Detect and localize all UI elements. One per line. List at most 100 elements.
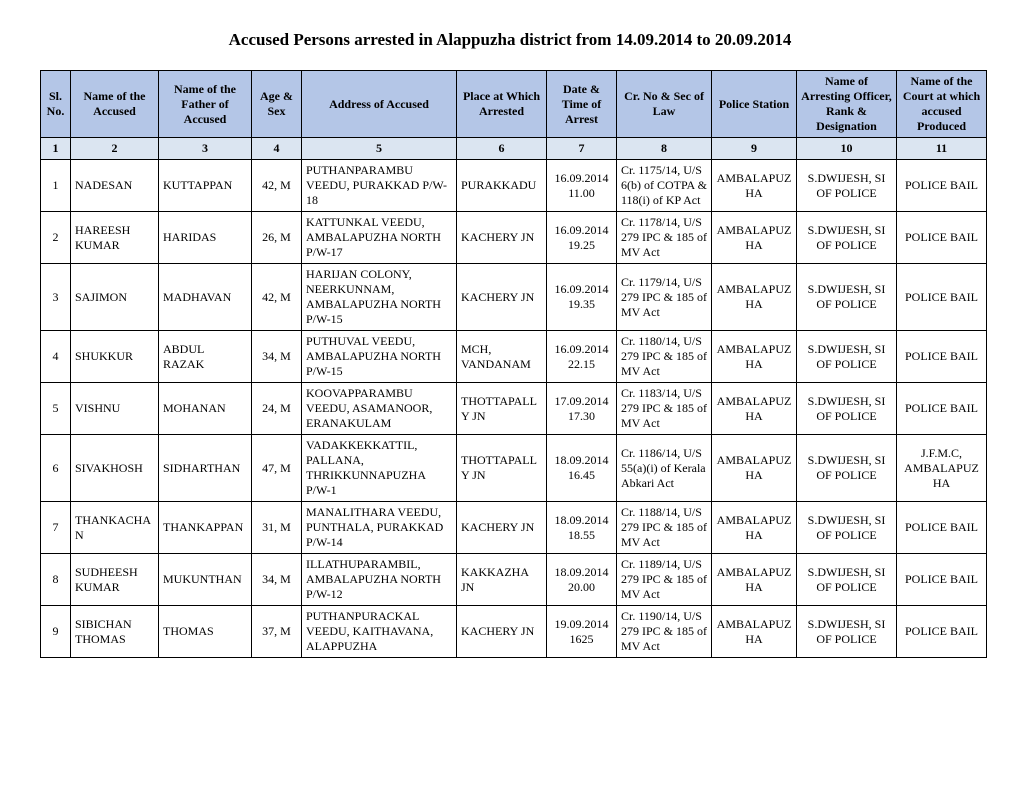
cell-father: THOMAS: [159, 606, 252, 658]
cell-name: HAREESH KUMAR: [71, 212, 159, 264]
cell-station: AMBALAPUZHA: [712, 264, 797, 331]
cell-age: 37, M: [252, 606, 302, 658]
cell-address: KOOVAPPARAMBU VEEDU, ASAMANOOR, ERANAKUL…: [302, 383, 457, 435]
col-num: 11: [897, 138, 987, 160]
cell-court: POLICE BAIL: [897, 606, 987, 658]
cell-crno: Cr. 1183/14, U/S 279 IPC & 185 of MV Act: [617, 383, 712, 435]
cell-age: 42, M: [252, 264, 302, 331]
cell-crno: Cr. 1179/14, U/S 279 IPC & 185 of MV Act: [617, 264, 712, 331]
table-row: 7THANKACHANTHANKAPPAN31, MMANALITHARA VE…: [41, 502, 987, 554]
col-num: 3: [159, 138, 252, 160]
col-header-address: Address of Accused: [302, 71, 457, 138]
cell-name: THANKACHAN: [71, 502, 159, 554]
col-num: 8: [617, 138, 712, 160]
col-num: 2: [71, 138, 159, 160]
cell-station: AMBALAPUZHA: [712, 160, 797, 212]
cell-sl: 9: [41, 606, 71, 658]
cell-age: 42, M: [252, 160, 302, 212]
cell-officer: S.DWIJESH, SI OF POLICE: [797, 502, 897, 554]
cell-datetime: 16.09.2014 19.35: [547, 264, 617, 331]
col-num: 1: [41, 138, 71, 160]
col-header-name: Name of the Accused: [71, 71, 159, 138]
cell-name: VISHNU: [71, 383, 159, 435]
cell-court: POLICE BAIL: [897, 331, 987, 383]
cell-station: AMBALAPUZHA: [712, 606, 797, 658]
cell-datetime: 18.09.2014 18.55: [547, 502, 617, 554]
cell-address: MANALITHARA VEEDU, PUNTHALA, PURAKKAD P/…: [302, 502, 457, 554]
cell-datetime: 16.09.2014 11.00: [547, 160, 617, 212]
cell-court: POLICE BAIL: [897, 383, 987, 435]
cell-name: SIBICHAN THOMAS: [71, 606, 159, 658]
cell-name: SHUKKUR: [71, 331, 159, 383]
cell-age: 24, M: [252, 383, 302, 435]
cell-age: 31, M: [252, 502, 302, 554]
cell-sl: 6: [41, 435, 71, 502]
cell-sl: 5: [41, 383, 71, 435]
cell-datetime: 16.09.2014 19.25: [547, 212, 617, 264]
table-body: 1NADESANKUTTAPPAN42, MPUTHANPARAMBU VEED…: [41, 160, 987, 658]
arrests-table: Sl. No. Name of the Accused Name of the …: [40, 70, 987, 658]
cell-station: AMBALAPUZHA: [712, 331, 797, 383]
table-row: 1NADESANKUTTAPPAN42, MPUTHANPARAMBU VEED…: [41, 160, 987, 212]
cell-officer: S.DWIJESH, SI OF POLICE: [797, 554, 897, 606]
col-header-crno: Cr. No & Sec of Law: [617, 71, 712, 138]
cell-crno: Cr. 1188/14, U/S 279 IPC & 185 of MV Act: [617, 502, 712, 554]
col-num: 4: [252, 138, 302, 160]
cell-court: J.F.M.C, AMBALAPUZHA: [897, 435, 987, 502]
cell-station: AMBALAPUZHA: [712, 212, 797, 264]
cell-father: SIDHARTHAN: [159, 435, 252, 502]
col-num: 5: [302, 138, 457, 160]
cell-place: MCH, VANDANAM: [457, 331, 547, 383]
cell-sl: 7: [41, 502, 71, 554]
cell-age: 34, M: [252, 554, 302, 606]
cell-crno: Cr. 1180/14, U/S 279 IPC & 185 of MV Act: [617, 331, 712, 383]
col-num: 9: [712, 138, 797, 160]
cell-crno: Cr. 1175/14, U/S 6(b) of COTPA & 118(i) …: [617, 160, 712, 212]
cell-officer: S.DWIJESH, SI OF POLICE: [797, 606, 897, 658]
cell-sl: 8: [41, 554, 71, 606]
table-row: 4SHUKKURABDUL RAZAK34, MPUTHUVAL VEEDU, …: [41, 331, 987, 383]
cell-crno: Cr. 1186/14, U/S 55(a)(i) of Kerala Abka…: [617, 435, 712, 502]
cell-father: KUTTAPPAN: [159, 160, 252, 212]
cell-sl: 4: [41, 331, 71, 383]
cell-father: MUKUNTHAN: [159, 554, 252, 606]
cell-place: KAKKAZHA JN: [457, 554, 547, 606]
cell-age: 47, M: [252, 435, 302, 502]
cell-place: KACHERY JN: [457, 502, 547, 554]
table-row: 9SIBICHAN THOMASTHOMAS37, MPUTHANPURACKA…: [41, 606, 987, 658]
page-title: Accused Persons arrested in Alappuzha di…: [40, 30, 980, 50]
cell-station: AMBALAPUZHA: [712, 554, 797, 606]
cell-court: POLICE BAIL: [897, 212, 987, 264]
cell-address: KATTUNKAL VEEDU, AMBALAPUZHA NORTH P/W-1…: [302, 212, 457, 264]
cell-place: KACHERY JN: [457, 212, 547, 264]
cell-datetime: 19.09.2014 1625: [547, 606, 617, 658]
cell-station: AMBALAPUZHA: [712, 502, 797, 554]
cell-name: SIVAKHOSH: [71, 435, 159, 502]
cell-father: ABDUL RAZAK: [159, 331, 252, 383]
cell-datetime: 18.09.2014 16.45: [547, 435, 617, 502]
col-header-sl: Sl. No.: [41, 71, 71, 138]
cell-officer: S.DWIJESH, SI OF POLICE: [797, 264, 897, 331]
cell-place: THOTTAPALLY JN: [457, 435, 547, 502]
cell-father: MADHAVAN: [159, 264, 252, 331]
cell-officer: S.DWIJESH, SI OF POLICE: [797, 160, 897, 212]
cell-datetime: 18.09.2014 20.00: [547, 554, 617, 606]
col-header-place: Place at Which Arrested: [457, 71, 547, 138]
cell-father: HARIDAS: [159, 212, 252, 264]
cell-address: HARIJAN COLONY, NEERKUNNAM, AMBALAPUZHA …: [302, 264, 457, 331]
cell-address: PUTHUVAL VEEDU, AMBALAPUZHA NORTH P/W-15: [302, 331, 457, 383]
col-header-age: Age & Sex: [252, 71, 302, 138]
cell-sl: 1: [41, 160, 71, 212]
cell-name: SAJIMON: [71, 264, 159, 331]
table-row: 2HAREESH KUMARHARIDAS26, MKATTUNKAL VEED…: [41, 212, 987, 264]
cell-crno: Cr. 1178/14, U/S 279 IPC & 185 of MV Act: [617, 212, 712, 264]
cell-datetime: 17.09.2014 17.30: [547, 383, 617, 435]
col-header-father: Name of the Father of Accused: [159, 71, 252, 138]
number-row: 1 2 3 4 5 6 7 8 9 10 11: [41, 138, 987, 160]
cell-officer: S.DWIJESH, SI OF POLICE: [797, 383, 897, 435]
cell-station: AMBALAPUZHA: [712, 383, 797, 435]
cell-datetime: 16.09.2014 22.15: [547, 331, 617, 383]
col-num: 10: [797, 138, 897, 160]
cell-place: PURAKKADU: [457, 160, 547, 212]
table-row: 5VISHNUMOHANAN24, MKOOVAPPARAMBU VEEDU, …: [41, 383, 987, 435]
